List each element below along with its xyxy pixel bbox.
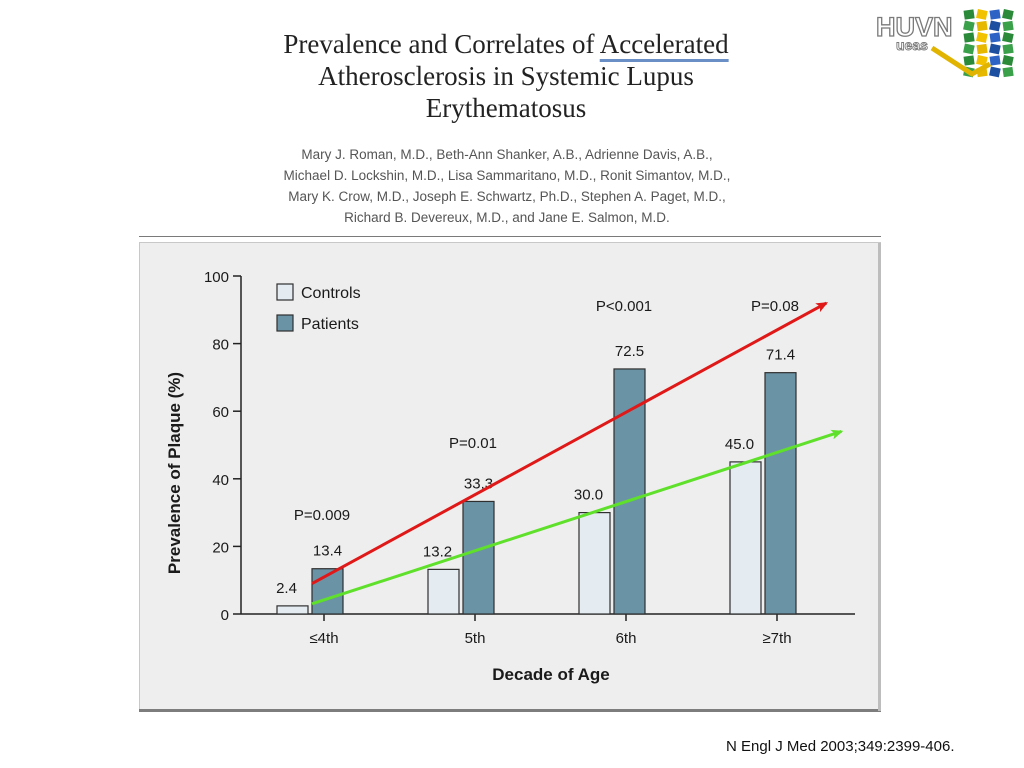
logo-tile <box>989 9 1001 20</box>
logo-tile <box>963 32 975 43</box>
y-tick-label: 40 <box>212 472 229 489</box>
y-tick-label: 20 <box>212 539 229 556</box>
logo-tile <box>1002 20 1014 32</box>
p-value-label: P=0.01 <box>449 435 497 452</box>
title-line-1: Prevalence and Correlates of Accelerated <box>200 28 812 60</box>
controls-value-label: 13.2 <box>423 543 452 560</box>
legend: Controls Patients <box>276 283 361 333</box>
logo-tile <box>963 20 975 32</box>
bars <box>276 368 797 615</box>
logo-tile <box>989 55 1001 66</box>
logo-tile <box>976 55 988 66</box>
hospital-logo-icon: HUVN ueas <box>875 6 1018 80</box>
y-tick-label: 60 <box>212 404 229 421</box>
author-list: Mary J. Roman, M.D., Beth-Ann Shanker, A… <box>220 144 794 228</box>
y-axis-label: Prevalence of Plaque (%) <box>165 372 184 574</box>
slide-title: Prevalence and Correlates of Accelerated… <box>200 28 812 124</box>
patients-value-label: 71.4 <box>766 347 795 364</box>
p-value-label: P=0.08 <box>751 298 799 315</box>
p-value-labels: P=0.009 P=0.01 P<0.001 P=0.08 <box>294 298 799 524</box>
patients-value-label: 33.3 <box>464 475 493 492</box>
patients-trend-arrow <box>311 301 829 585</box>
author-line-1: Mary J. Roman, M.D., Beth-Ann Shanker, A… <box>301 147 713 162</box>
y-tick-label: 80 <box>212 337 229 354</box>
controls-value-label: 45.0 <box>725 436 754 453</box>
x-tick-label: 5th <box>465 630 486 647</box>
logo-tile <box>976 32 988 43</box>
logo-tile <box>989 20 1001 32</box>
header-divider <box>139 236 881 237</box>
controls-bar <box>729 461 762 615</box>
logo-tile <box>989 66 1001 78</box>
title-line-3: Erythematosus <box>425 93 587 123</box>
controls-bar <box>276 605 309 615</box>
title-line-2: Atherosclerosis in Systemic Lupus <box>318 61 694 91</box>
controls-bar <box>427 568 460 615</box>
title-line-1-text: Prevalence and Correlates of <box>283 29 600 59</box>
logo-tile <box>976 20 988 32</box>
y-tick-label: 100 <box>204 269 229 286</box>
logo-tile <box>1002 43 1014 55</box>
patients-bar <box>764 372 797 615</box>
logo-tile <box>1002 9 1014 20</box>
bar-chart: 0 20 40 60 80 100 ≤4th 5th 6th ≥7th 2.4 13.2 30.0 45… <box>165 269 855 684</box>
citation: N Engl J Med 2003;349:2399-406. <box>726 738 955 755</box>
x-tick-label: ≥7th <box>762 630 791 647</box>
x-tick-label: ≤4th <box>309 630 338 647</box>
axes: 0 20 40 60 80 100 ≤4th 5th 6th ≥7th <box>204 269 855 647</box>
logo-tile <box>963 43 975 55</box>
author-line-4: Richard B. Devereux, M.D., and Jane E. S… <box>344 210 670 225</box>
logo-tile <box>1002 32 1014 43</box>
panel-bottom-edge <box>139 709 881 712</box>
patients-value-label: 13.4 <box>313 543 342 560</box>
logo-tile <box>1002 66 1014 78</box>
patients-value-label: 72.5 <box>615 343 644 360</box>
chart-panel: 0 20 40 60 80 100 ≤4th 5th 6th ≥7th 2.4 13.2 30.0 45… <box>139 242 881 712</box>
controls-value-label: 30.0 <box>574 487 603 504</box>
legend-label-patients: Patients <box>301 316 359 333</box>
logo-text-top: HUVN <box>876 12 953 42</box>
trend-arrows <box>311 301 844 606</box>
title-highlight-word: Accelerated <box>599 29 729 59</box>
controls-value-label: 2.4 <box>276 580 297 597</box>
logo-tile <box>989 43 1001 55</box>
controls-trend-arrow <box>311 429 844 606</box>
legend-label-controls: Controls <box>301 285 361 302</box>
logo-text-bottom: ueas <box>896 37 928 53</box>
patients-bar <box>462 500 495 615</box>
logo-gold-stroke <box>930 45 992 77</box>
legend-swatch-controls <box>276 283 294 301</box>
p-value-label: P=0.009 <box>294 507 350 524</box>
logo-tile <box>963 55 975 66</box>
x-tick-label: 6th <box>616 630 637 647</box>
x-axis-label: Decade of Age <box>492 665 609 684</box>
logo-tile <box>963 9 975 20</box>
author-line-3: Mary K. Crow, M.D., Joseph E. Schwartz, … <box>288 189 726 204</box>
panel-right-edge <box>878 243 881 711</box>
logo-tile <box>1002 55 1014 66</box>
logo-tile <box>976 9 988 20</box>
legend-swatch-patients <box>276 314 294 332</box>
logo-tile <box>976 43 988 55</box>
data-labels: 2.4 13.2 30.0 45.0 13.4 33.3 72.5 71.4 <box>276 343 795 597</box>
logo-mosaic <box>960 6 1018 80</box>
controls-bar <box>578 512 611 615</box>
author-line-2: Michael D. Lockshin, M.D., Lisa Sammarit… <box>283 168 731 183</box>
y-tick-label: 0 <box>221 607 229 624</box>
logo-tile <box>989 32 1001 43</box>
p-value-label: P<0.001 <box>596 298 652 315</box>
